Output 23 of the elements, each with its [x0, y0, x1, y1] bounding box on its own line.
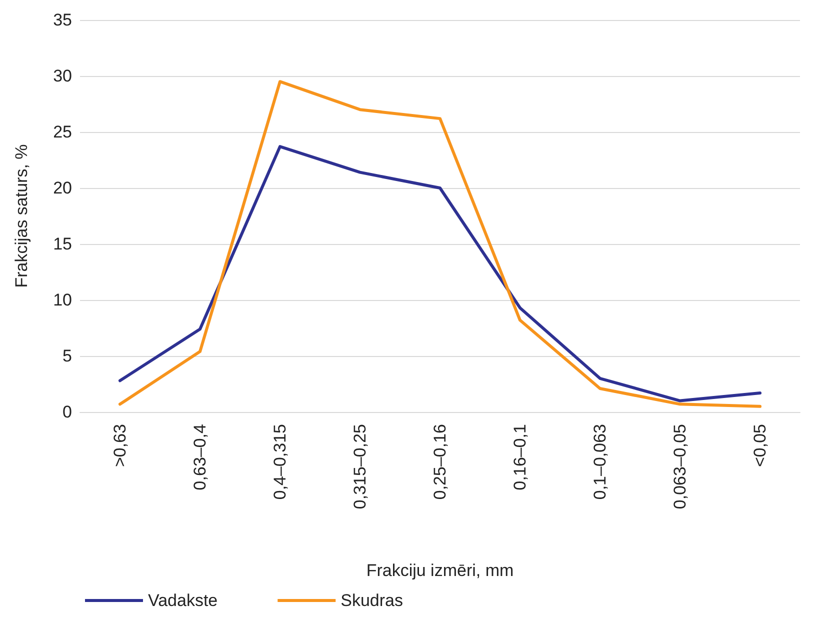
y-tick-label: 5 — [62, 346, 72, 366]
y-tick-label: 10 — [53, 290, 72, 310]
legend-label: Vadakste — [148, 591, 218, 610]
x-tick-label: 0,063–0,05 — [670, 424, 690, 510]
legend-label: Skudras — [340, 591, 403, 610]
x-tick-label: >0,63 — [110, 424, 130, 468]
y-tick-label: 15 — [53, 234, 72, 254]
x-tick-label: 0,1–0,063 — [590, 424, 610, 500]
y-axis-title: Frakcijas saturs, % — [12, 144, 31, 288]
line-series — [118, 80, 762, 408]
x-tick-label: 0,25–0,16 — [430, 424, 450, 500]
y-tick-label: 0 — [62, 402, 72, 422]
y-tick-label: 20 — [53, 178, 72, 198]
y-tick-label: 35 — [53, 10, 72, 30]
x-tick-label: 0,315–0,25 — [350, 424, 370, 510]
y-tick-label: 25 — [53, 122, 72, 142]
y-tick-label: 30 — [53, 66, 72, 86]
x-tick-label: 0,4–0,315 — [270, 424, 290, 500]
x-axis-title: Frakciju izmēri, mm — [366, 561, 514, 580]
x-tick-label: 0,63–0,4 — [190, 424, 210, 490]
x-tick-label: 0,16–0,1 — [510, 424, 530, 490]
line-series — [118, 145, 762, 402]
x-tick-label: <0,05 — [750, 424, 770, 468]
